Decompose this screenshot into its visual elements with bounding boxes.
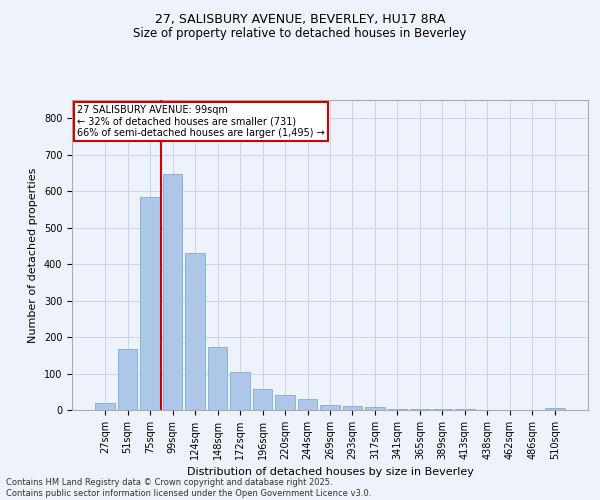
Y-axis label: Number of detached properties: Number of detached properties — [28, 168, 38, 342]
Text: Size of property relative to detached houses in Beverley: Size of property relative to detached ho… — [133, 28, 467, 40]
Bar — [253, 389, 272, 410]
Bar — [455, 408, 475, 410]
Bar — [298, 399, 317, 410]
Bar — [140, 198, 160, 410]
Bar — [275, 394, 295, 410]
Bar — [365, 406, 385, 410]
Bar — [433, 408, 452, 410]
Bar — [230, 372, 250, 410]
Bar — [95, 404, 115, 410]
Text: 27, SALISBURY AVENUE, BEVERLEY, HU17 8RA: 27, SALISBURY AVENUE, BEVERLEY, HU17 8RA — [155, 12, 445, 26]
Bar — [208, 348, 227, 410]
Bar — [545, 408, 565, 410]
Bar — [163, 174, 182, 410]
Text: 27 SALISBURY AVENUE: 99sqm
← 32% of detached houses are smaller (731)
66% of sem: 27 SALISBURY AVENUE: 99sqm ← 32% of deta… — [77, 104, 325, 138]
Bar — [343, 406, 362, 410]
Text: Contains HM Land Registry data © Crown copyright and database right 2025.
Contai: Contains HM Land Registry data © Crown c… — [6, 478, 371, 498]
Bar — [410, 408, 430, 410]
Bar — [185, 253, 205, 410]
Bar — [118, 349, 137, 410]
X-axis label: Distribution of detached houses by size in Beverley: Distribution of detached houses by size … — [187, 468, 473, 477]
Bar — [320, 404, 340, 410]
Bar — [388, 408, 407, 410]
